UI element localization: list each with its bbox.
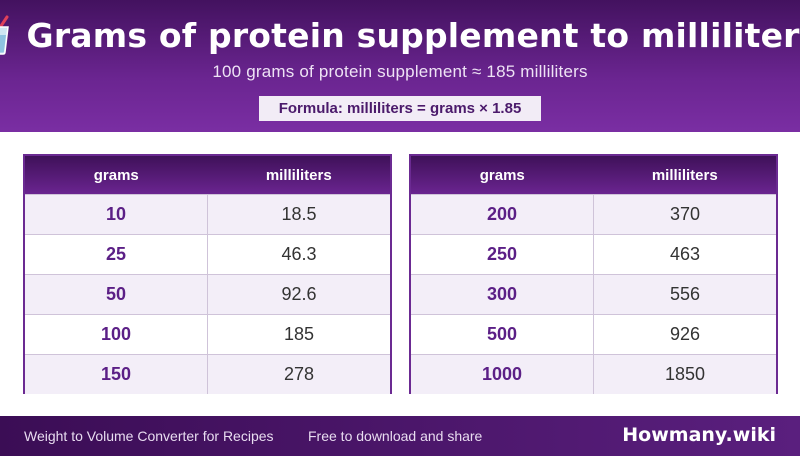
conversion-table-right: grams milliliters 200 370 250 463 300 55… (409, 154, 778, 394)
grams-cell: 250 (411, 235, 594, 274)
table-row: 250 463 (411, 234, 776, 274)
milliliters-cell: 18.5 (281, 204, 317, 224)
column-header-grams: grams (479, 166, 525, 184)
grams-cell: 500 (411, 315, 594, 354)
grams-cell: 150 (25, 355, 208, 394)
grams-cell: 10 (25, 195, 208, 234)
column-header-grams: grams (93, 166, 139, 184)
column-header-milliliters: milliliters (265, 166, 332, 184)
table-row: 150 278 (25, 354, 390, 394)
grams-cell: 100 (25, 315, 208, 354)
milliliters-cell: 92.6 (281, 284, 317, 304)
grams-cell: 200 (411, 195, 594, 234)
milliliters-cell: 556 (669, 284, 701, 304)
footer-share-note: Free to download and share (308, 428, 483, 444)
milliliters-cell: 46.3 (281, 244, 317, 264)
milliliters-cell: 463 (669, 244, 701, 264)
table-header: grams milliliters (411, 156, 776, 194)
table-row: 100 185 (25, 314, 390, 354)
table-row: 300 556 (411, 274, 776, 314)
milliliters-cell: 278 (283, 364, 315, 384)
conversion-table-left: grams milliliters 10 18.5 25 46.3 50 92.… (23, 154, 392, 394)
milliliters-cell: 370 (669, 204, 701, 224)
column-header-milliliters: milliliters (651, 166, 718, 184)
title-row: Grams of protein supplement to millilite… (0, 10, 800, 60)
table-row: 200 370 (411, 194, 776, 234)
grams-cell: 300 (411, 275, 594, 314)
brand-logo-text[interactable]: Howmany.wiki (622, 424, 776, 446)
grams-cell: 1000 (411, 355, 594, 394)
milliliters-cell: 185 (283, 324, 315, 344)
formula-badge: Formula: milliliters = grams × 1.85 (259, 96, 541, 121)
milliliters-cell: 1850 (664, 364, 706, 384)
drink-cup-with-straw-icon (0, 15, 13, 55)
milliliters-cell: 926 (669, 324, 701, 344)
table-row: 10 18.5 (25, 194, 390, 234)
page-subtitle: 100 grams of protein supplement ≈ 185 mi… (212, 62, 588, 81)
grams-cell: 50 (25, 275, 208, 314)
table-row: 1000 1850 (411, 354, 776, 394)
page-title: Grams of protein supplement to millilite… (26, 15, 800, 55)
grams-cell: 25 (25, 235, 208, 274)
table-row: 50 92.6 (25, 274, 390, 314)
table-header: grams milliliters (25, 156, 390, 194)
footer-tagline: Weight to Volume Converter for Recipes (24, 428, 274, 444)
footer-bar: Weight to Volume Converter for Recipes F… (0, 416, 800, 456)
header-banner: Grams of protein supplement to millilite… (0, 0, 800, 132)
table-row: 500 926 (411, 314, 776, 354)
table-row: 25 46.3 (25, 234, 390, 274)
